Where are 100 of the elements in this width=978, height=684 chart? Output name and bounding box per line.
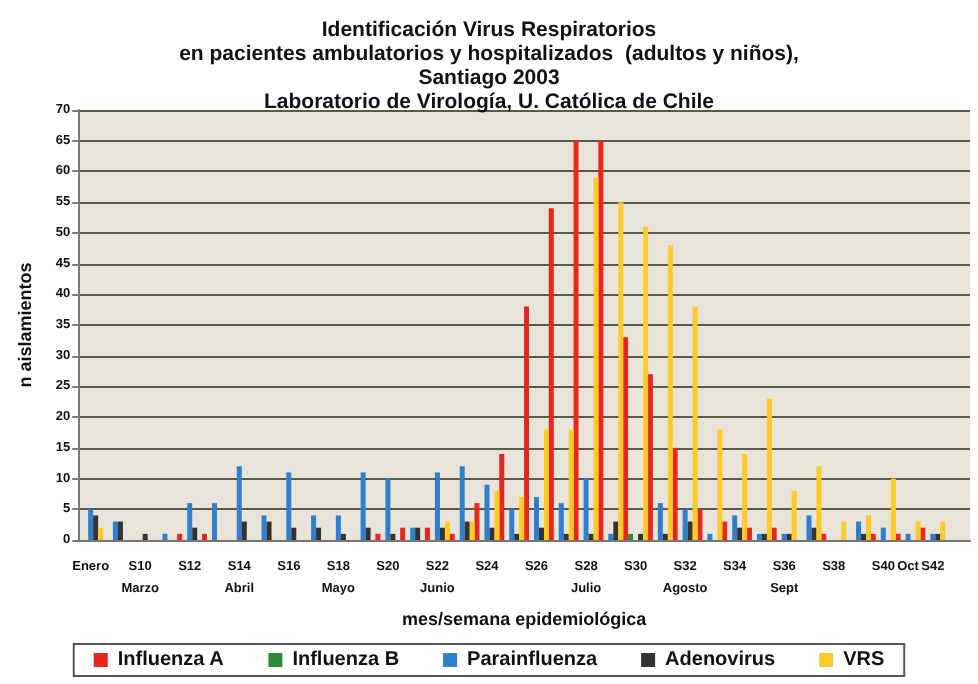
legend-label: Influenza B <box>292 649 400 671</box>
bar <box>940 521 946 540</box>
bar <box>746 527 752 540</box>
bar <box>444 521 450 540</box>
bar <box>548 208 554 540</box>
bar <box>558 503 564 540</box>
bar <box>687 521 693 540</box>
bar <box>241 521 247 540</box>
bar <box>841 521 847 540</box>
bar <box>608 533 614 540</box>
bar <box>930 533 936 540</box>
bar <box>623 337 629 540</box>
bar <box>499 454 505 540</box>
bar <box>737 527 743 540</box>
bar <box>781 533 787 540</box>
bar <box>415 527 421 540</box>
bar <box>474 503 480 540</box>
bar <box>662 533 668 540</box>
bar <box>628 533 634 540</box>
bar <box>202 533 207 540</box>
bar <box>514 533 520 540</box>
bar <box>890 478 896 540</box>
bar <box>761 533 767 540</box>
bar <box>915 521 921 540</box>
bar <box>335 515 341 540</box>
bar <box>162 533 168 540</box>
bar <box>439 527 445 540</box>
bar <box>816 466 822 540</box>
bar <box>568 429 574 540</box>
bar <box>588 533 594 540</box>
bar <box>583 478 589 540</box>
bar <box>469 521 475 540</box>
bar <box>509 509 515 540</box>
bar <box>791 490 797 540</box>
bar <box>375 533 381 540</box>
bar <box>647 374 653 540</box>
bar <box>935 533 941 540</box>
bar <box>806 515 812 540</box>
legend-label: Parainfluenza <box>467 649 598 671</box>
bar <box>360 472 366 540</box>
bar <box>112 521 118 540</box>
bar <box>534 497 540 540</box>
bar <box>400 527 406 540</box>
bar <box>192 527 198 540</box>
bar <box>870 533 876 540</box>
bar <box>667 245 673 540</box>
bar <box>464 521 470 540</box>
bar <box>291 527 297 540</box>
bar <box>524 306 530 540</box>
bar <box>286 472 292 540</box>
bar <box>573 140 579 540</box>
bar <box>484 484 490 540</box>
bar <box>539 527 545 540</box>
bar <box>613 521 619 540</box>
bar <box>722 521 728 540</box>
bar <box>544 429 550 540</box>
bar <box>236 466 242 540</box>
bar <box>563 533 569 540</box>
bar <box>365 527 371 540</box>
bar <box>449 533 455 540</box>
chart-title: Identificación Virus Respiratorios en pacientes ambulatorios y hospitalizados (adultos y niños), Santiago 2003 Laboratorio de Virología, U. Católica de Chile <box>179 18 799 114</box>
bar <box>756 533 762 540</box>
bar <box>489 527 495 540</box>
bar <box>390 533 396 540</box>
bar <box>212 503 217 540</box>
legend-label: Adenovirus <box>665 649 777 671</box>
bar <box>177 533 183 540</box>
bar <box>682 509 688 540</box>
bar <box>187 503 193 540</box>
bar <box>732 515 738 540</box>
bar <box>692 306 698 540</box>
bar <box>424 527 430 540</box>
bar <box>316 527 322 540</box>
x-axis-title: mes/semana epidemiológica <box>402 608 649 629</box>
bar <box>340 533 346 540</box>
bar <box>410 527 416 540</box>
bar <box>771 527 777 540</box>
bar <box>880 527 886 540</box>
bar <box>261 515 267 540</box>
bar <box>717 429 723 540</box>
bar <box>385 478 391 540</box>
bar <box>494 490 500 540</box>
bar <box>618 202 624 540</box>
bar <box>142 533 148 540</box>
bar <box>766 398 772 540</box>
bar <box>638 533 644 540</box>
bar <box>861 533 867 540</box>
bar <box>866 515 872 540</box>
bar <box>98 527 104 540</box>
bar <box>821 533 827 540</box>
bar <box>707 533 713 540</box>
bar <box>311 515 317 540</box>
bar <box>786 533 792 540</box>
bar <box>519 497 525 540</box>
bar <box>93 515 99 540</box>
bar <box>434 472 440 540</box>
bar <box>117 521 123 540</box>
legend-label: Influenza A <box>117 649 224 671</box>
bar <box>811 527 817 540</box>
bar <box>742 454 748 540</box>
